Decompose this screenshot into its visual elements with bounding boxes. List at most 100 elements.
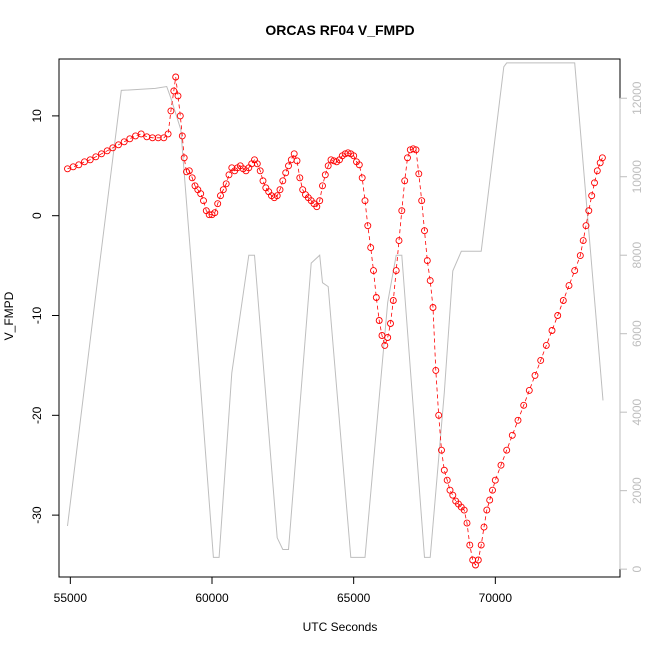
data-point — [508, 431, 516, 439]
data-point — [293, 157, 301, 165]
v-fmpd-series — [64, 73, 606, 569]
x-tick-label: 70000 — [479, 591, 513, 605]
data-point — [466, 541, 474, 549]
data-point — [259, 177, 267, 185]
data-point — [167, 107, 175, 115]
data-point — [361, 197, 369, 205]
data-point — [435, 411, 443, 419]
data-point — [188, 174, 196, 182]
data-point — [576, 252, 584, 260]
data-point — [282, 169, 290, 177]
data-point — [370, 267, 377, 275]
y2-tick-label: 2000 — [630, 477, 644, 504]
data-point — [296, 174, 304, 182]
data-point — [449, 491, 457, 499]
data-point — [364, 222, 372, 230]
data-point — [401, 177, 409, 185]
data-point — [426, 277, 434, 285]
chart-title: ORCAS RF04 V_FMPD — [265, 22, 414, 38]
x-tick-label: 55000 — [54, 591, 88, 605]
data-point — [120, 138, 128, 146]
x-tick-label: 65000 — [337, 591, 371, 605]
data-point — [582, 222, 590, 230]
data-point — [565, 282, 573, 290]
y-tick-label: -20 — [30, 406, 44, 424]
data-point — [185, 167, 193, 175]
data-point — [421, 227, 428, 235]
data-point — [219, 186, 227, 194]
data-point — [483, 506, 491, 514]
y2-tick-label: 0 — [630, 565, 644, 572]
data-point — [477, 541, 485, 549]
data-point — [321, 171, 329, 179]
data-point — [460, 506, 468, 514]
data-point — [358, 174, 366, 182]
data-point — [491, 476, 499, 484]
y-tick-label: -30 — [30, 506, 44, 524]
data-point — [313, 203, 321, 211]
data-point — [440, 466, 448, 474]
data-point — [290, 150, 298, 158]
data-point — [256, 167, 264, 175]
data-point — [180, 154, 188, 162]
data-point — [126, 135, 134, 143]
data-point — [115, 141, 122, 149]
altitude-line — [67, 62, 604, 558]
data-point — [367, 244, 375, 252]
y-axis-right: 0 2000 4000 6000 8000 10000 12000 — [619, 81, 644, 572]
data-point — [571, 267, 579, 275]
data-point — [287, 156, 295, 164]
data-point — [463, 519, 471, 527]
data-point — [537, 356, 545, 364]
data-point — [109, 144, 117, 152]
data-point — [429, 304, 437, 311]
data-point — [279, 177, 287, 185]
data-point — [392, 267, 400, 275]
data-point — [395, 237, 403, 245]
data-point — [489, 486, 496, 494]
data-point — [591, 179, 598, 187]
data-point — [276, 186, 284, 194]
data-point — [103, 147, 111, 155]
data-point — [398, 207, 406, 215]
data-point — [217, 192, 224, 200]
x-axis-label: UTC Seconds — [303, 620, 378, 634]
data-point — [319, 182, 326, 190]
data-point — [98, 150, 105, 158]
data-point — [316, 197, 324, 205]
data-point — [170, 87, 178, 95]
data-point — [285, 162, 292, 170]
data-point — [174, 92, 182, 100]
data-point — [143, 133, 151, 141]
data-point — [372, 294, 380, 301]
data-point — [200, 197, 207, 205]
data-point — [588, 192, 596, 200]
data-point — [197, 190, 205, 198]
data-point — [387, 320, 394, 327]
data-point — [375, 317, 383, 324]
x-tick-label: 60000 — [195, 591, 229, 605]
data-point — [160, 134, 168, 142]
data-point — [404, 154, 411, 162]
data-point — [176, 112, 184, 120]
y-tick-label: 0 — [30, 212, 44, 219]
data-point — [598, 154, 606, 162]
data-point — [172, 73, 180, 81]
data-point — [474, 556, 482, 564]
data-point — [225, 171, 233, 179]
v-fmpd-line — [67, 76, 603, 566]
data-point — [593, 167, 601, 175]
data-point — [423, 257, 431, 265]
y2-tick-label: 10000 — [630, 160, 644, 194]
data-point — [273, 192, 281, 200]
data-point — [178, 132, 186, 140]
data-point — [514, 416, 522, 424]
y2-tick-label: 4000 — [630, 399, 644, 426]
data-point — [381, 341, 389, 349]
data-point — [253, 160, 261, 168]
data-point — [415, 170, 423, 178]
data-point — [548, 327, 556, 334]
data-point — [137, 130, 145, 138]
data-point — [222, 180, 230, 188]
